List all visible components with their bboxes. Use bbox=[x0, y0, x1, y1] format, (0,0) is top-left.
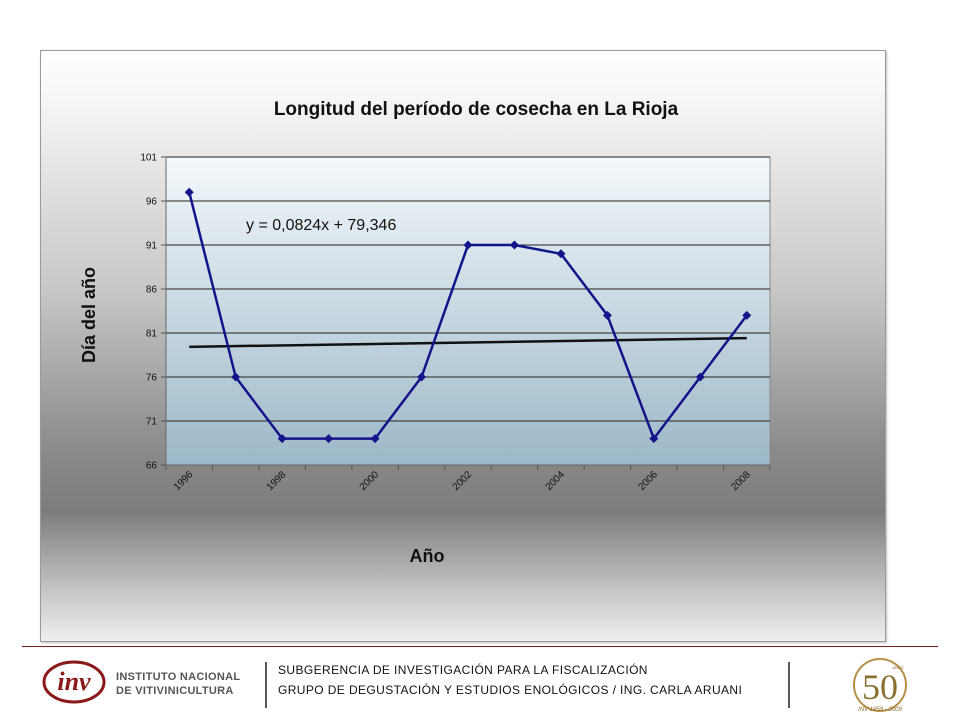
y-tick-label: 101 bbox=[140, 153, 157, 164]
footer-line1: SUBGERENCIA DE INVESTIGACIÓN PARA LA FIS… bbox=[278, 663, 648, 677]
anniversary-number: 50 bbox=[862, 667, 898, 707]
chart-title: Longitud del período de cosecha en La Ri… bbox=[274, 99, 679, 120]
logo-text-line1: INSTITUTO NACIONAL bbox=[116, 671, 240, 683]
footer-separator-right bbox=[788, 662, 790, 708]
data-point bbox=[556, 249, 566, 259]
x-tick-label: 2006 bbox=[636, 469, 660, 493]
y-axis-title: Día del año bbox=[79, 267, 99, 363]
y-tick-label: 66 bbox=[146, 461, 158, 472]
data-point bbox=[417, 372, 427, 382]
data-point bbox=[370, 434, 380, 444]
line-chart: Longitud del período de cosecha en La Ri… bbox=[79, 99, 771, 566]
x-tick-label: 1998 bbox=[265, 469, 289, 493]
data-point bbox=[184, 187, 194, 197]
anniversary-years: INV 1959 - 2009 bbox=[858, 707, 902, 713]
trendline-layer bbox=[189, 336, 747, 349]
data-point bbox=[463, 240, 473, 250]
y-tick-label: 81 bbox=[146, 329, 158, 340]
y-tick-label: 71 bbox=[146, 417, 158, 428]
data-point bbox=[602, 310, 612, 320]
data-point bbox=[324, 434, 334, 444]
footer-divider bbox=[22, 646, 938, 647]
y-tick-label: 76 bbox=[146, 373, 158, 384]
x-tick-label: 1996 bbox=[172, 469, 196, 493]
footer-separator-left bbox=[265, 662, 267, 708]
logo-text-line2: DE VITIVINICULTURA bbox=[116, 685, 234, 697]
x-tick-label: 2004 bbox=[544, 469, 568, 493]
inv-logo-mark: inv bbox=[57, 667, 91, 696]
anniversary-small: AÑOS bbox=[892, 665, 904, 670]
y-tick-label: 86 bbox=[146, 285, 158, 296]
data-point bbox=[277, 434, 287, 444]
data-point bbox=[649, 434, 659, 444]
series-layer bbox=[184, 187, 752, 444]
trendline bbox=[189, 336, 747, 349]
anniversary-logo: 50 AÑOS INV 1959 - 2009 bbox=[853, 658, 907, 713]
y-tick-label: 91 bbox=[146, 241, 158, 252]
x-tick-label: 2008 bbox=[729, 469, 753, 493]
data-point bbox=[695, 372, 705, 382]
inv-logo-emblem bbox=[42, 660, 106, 704]
data-point bbox=[231, 372, 241, 382]
plot-area bbox=[165, 156, 771, 466]
y-tick-label: 96 bbox=[146, 197, 158, 208]
trendline-equation: y = 0,0824x + 79,346 bbox=[246, 217, 396, 234]
data-point bbox=[509, 240, 519, 250]
axes bbox=[161, 156, 771, 470]
data-point bbox=[742, 310, 752, 320]
x-tick-label: 2000 bbox=[358, 469, 382, 493]
chart-frame: Longitud del período de cosecha en La Ri… bbox=[40, 50, 886, 642]
x-tick-label: 2002 bbox=[451, 469, 475, 493]
footer-line2: GRUPO DE DEGUSTACIÓN Y ESTUDIOS ENOLÓGIC… bbox=[278, 683, 743, 697]
anniversary-ring bbox=[853, 658, 907, 712]
x-axis-title: Año bbox=[410, 546, 445, 566]
inv-logo: inv INSTITUTO NACIONAL DE VITIVINICULTUR… bbox=[42, 660, 240, 704]
